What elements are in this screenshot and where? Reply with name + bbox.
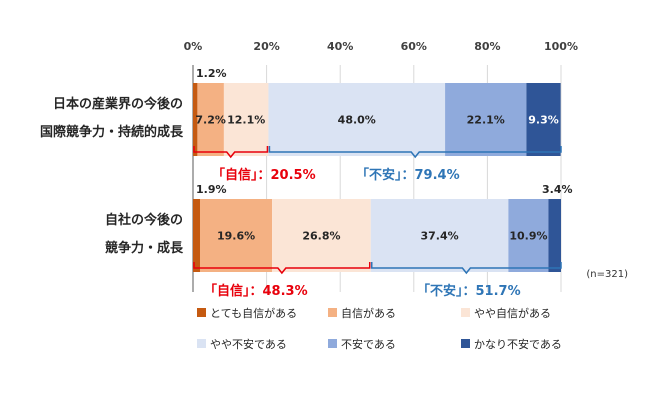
bar-segment	[193, 83, 198, 156]
category-label: 自社の今後の	[105, 212, 183, 228]
bar-segment	[223, 83, 269, 156]
category-label: 競争力・成長	[105, 240, 184, 256]
legend-label: 不安である	[341, 337, 396, 351]
confident-summary-label: 「自信」：48.3%	[204, 283, 308, 299]
anxious-summary-label: 「不安」：51.7%	[417, 283, 521, 299]
data-label: 10.9%	[509, 230, 547, 243]
x-tick-label: 40%	[327, 40, 353, 53]
confident-summary-label: 「自信」：20.5%	[212, 167, 316, 183]
data-label: 12.1%	[227, 114, 265, 127]
bar-segment	[272, 199, 371, 272]
bar-segment	[526, 83, 561, 156]
anxious-bracket	[370, 262, 562, 275]
legend-label: とても自信がある	[210, 306, 297, 320]
bar-segment	[268, 83, 446, 156]
anxious-bracket	[268, 146, 562, 159]
legend-swatch	[197, 308, 206, 317]
legend-swatch	[197, 339, 206, 348]
data-label: 3.4%	[542, 183, 573, 196]
data-label: 37.4%	[420, 230, 458, 243]
bar-segment	[197, 83, 224, 156]
data-label: 1.2%	[196, 67, 227, 80]
bar-segment	[445, 83, 527, 156]
data-label: 9.3%	[528, 114, 559, 127]
sample-size-note: (n=321)	[586, 269, 628, 280]
summary-brackets: 「自信」：20.5% 「不安」：79.4% 「自信」：48.3% 「不安」：51.7%	[193, 146, 562, 299]
bar-segment	[193, 199, 200, 272]
legend-label: かなり不安である	[474, 337, 562, 351]
data-label: 1.9%	[196, 183, 227, 196]
x-tick-label: 60%	[401, 40, 427, 53]
bar-segment	[508, 199, 549, 272]
x-tick-label: 100%	[544, 40, 578, 53]
legend-label: やや自信がある	[474, 306, 551, 320]
bar-segment	[370, 199, 509, 272]
data-label: 48.0%	[338, 114, 376, 127]
bar-segment	[548, 199, 561, 272]
legend-swatch	[461, 339, 470, 348]
data-label: 26.8%	[302, 230, 340, 243]
data-labels: 1.2% 7.2% 12.1% 48.0% 22.1% 9.3% 1.9% 19.6% 26.8…	[195, 67, 572, 243]
legend-label: 自信がある	[341, 306, 396, 320]
legend-swatch	[328, 308, 337, 317]
data-label: 19.6%	[217, 230, 255, 243]
data-label: 22.1%	[467, 114, 505, 127]
confident-bracket	[193, 146, 269, 159]
data-label: 7.2%	[195, 114, 226, 127]
x-tick-label: 20%	[253, 40, 279, 53]
x-tick-label: 0%	[184, 40, 203, 53]
legend-swatch	[461, 308, 470, 317]
legend-swatch	[328, 339, 337, 348]
bar-segment	[199, 199, 273, 272]
category-label: 国際競争力・持続的成長	[40, 124, 184, 140]
anxious-summary-label: 「不安」：79.4%	[356, 167, 460, 183]
category-label: 日本の産業界の今後の	[53, 96, 183, 112]
x-axis-tick-labels: 0% 20% 40% 60% 80% 100%	[184, 40, 578, 53]
confident-bracket	[193, 262, 371, 275]
legend-label: やや不安である	[210, 337, 287, 351]
x-tick-label: 80%	[474, 40, 500, 53]
bar-segments	[193, 83, 561, 272]
